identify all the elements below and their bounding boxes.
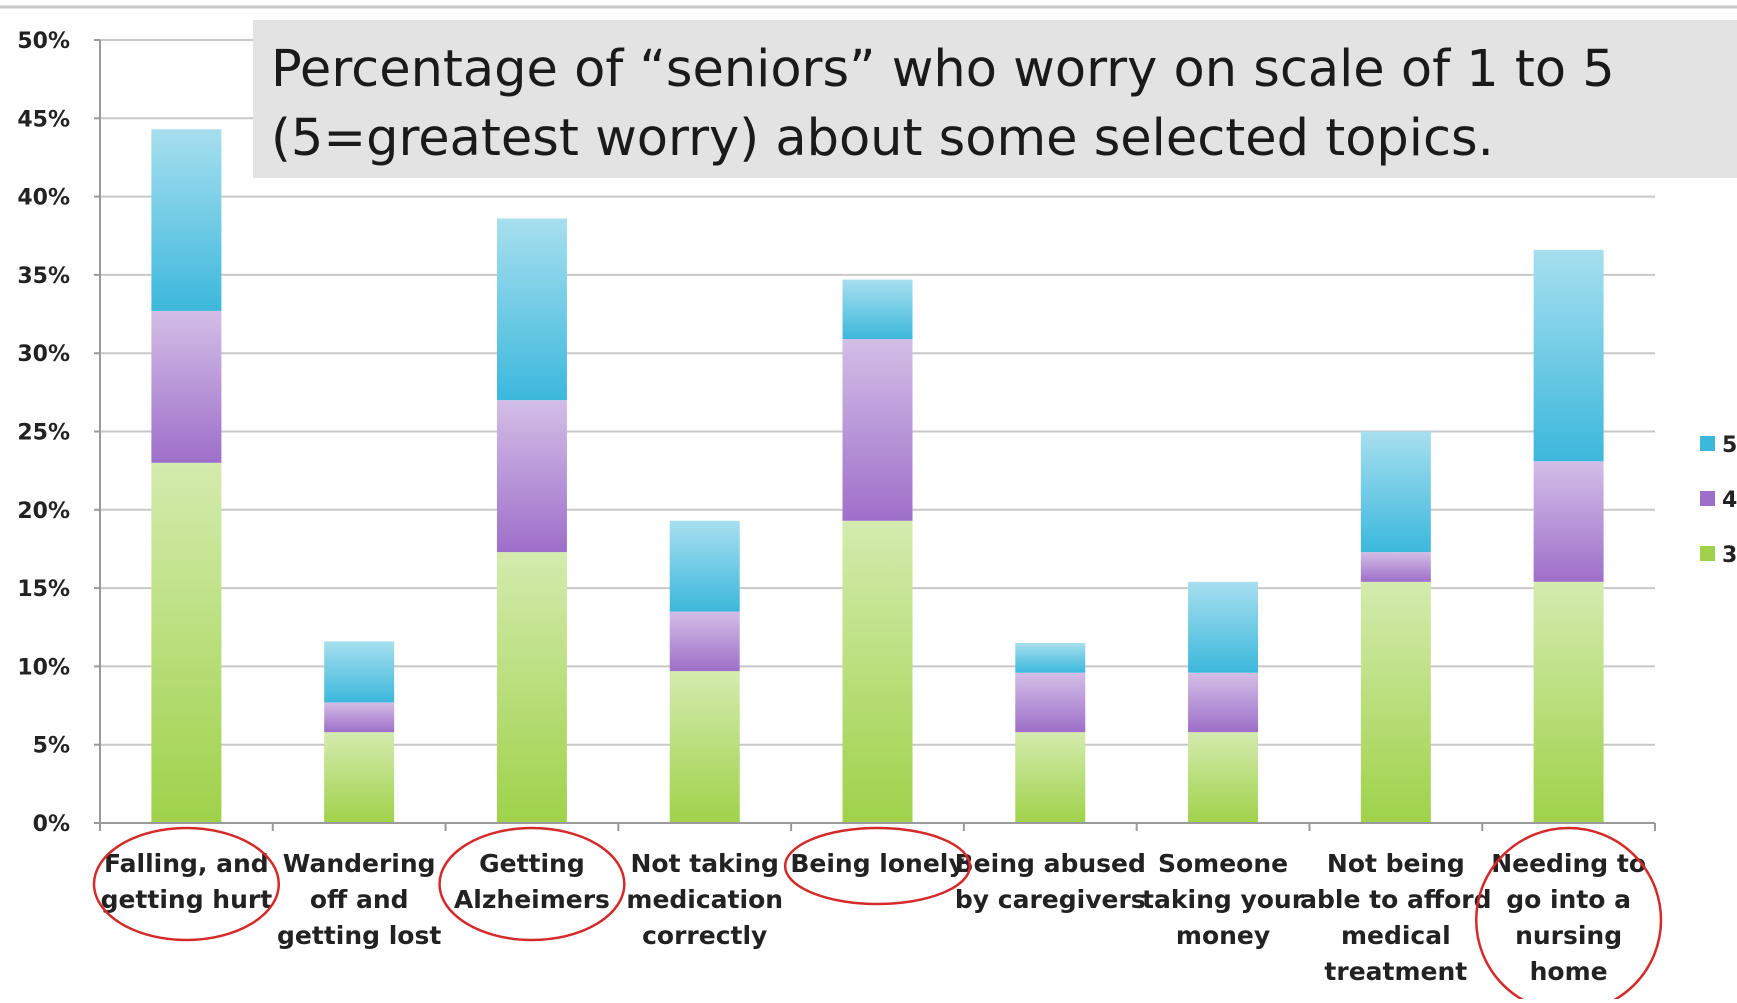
x-tick-label: getting lost xyxy=(277,921,441,950)
bar-segment-4 xyxy=(324,702,395,733)
bar-segment-4 xyxy=(1188,672,1259,733)
bar-segment-3 xyxy=(669,671,740,823)
bar-segment-5 xyxy=(151,129,222,311)
bar-segment-5 xyxy=(1533,249,1604,462)
x-tick-label: treatment xyxy=(1324,957,1467,986)
legend-swatch-3 xyxy=(1700,546,1715,561)
bar-segment-3 xyxy=(1360,581,1431,823)
y-tick-label: 45% xyxy=(17,107,70,132)
bar-segment-3 xyxy=(151,462,222,823)
bar-segment-4 xyxy=(842,339,913,521)
x-tick-label: Falling, and xyxy=(104,849,269,878)
axes xyxy=(94,39,1656,831)
y-tick-label: 0% xyxy=(33,812,70,837)
x-tick-label: off and xyxy=(310,885,409,914)
y-tick-label: 5% xyxy=(33,734,70,759)
bar-segment-3 xyxy=(324,732,395,823)
y-tick-label: 35% xyxy=(17,264,70,289)
bar-segment-3 xyxy=(1188,732,1259,823)
bar-segment-5 xyxy=(1360,431,1431,553)
x-tick-label: Being abused xyxy=(955,849,1146,878)
title-background xyxy=(253,20,1737,178)
bar-segment-3 xyxy=(1533,581,1604,823)
y-tick-label: 20% xyxy=(17,499,70,524)
x-tick-label: go into a xyxy=(1506,885,1631,914)
bar-segment-5 xyxy=(1188,581,1259,673)
bar-segment-3 xyxy=(1015,732,1086,823)
legend: 5 4 3 xyxy=(1700,433,1737,568)
x-tick-label: Wandering xyxy=(283,849,436,878)
x-tick-label: medication xyxy=(626,885,783,914)
annotation-circles xyxy=(92,826,1663,1003)
x-tick-label: home xyxy=(1530,957,1608,986)
title-box: Percentage of “seniors” who worry on sca… xyxy=(253,20,1737,178)
bar-segment-3 xyxy=(496,552,567,823)
x-tick-label: Being lonely xyxy=(790,849,964,878)
x-tick-label: getting hurt xyxy=(101,885,273,914)
x-tick-label: money xyxy=(1176,921,1270,950)
annotation-circle xyxy=(783,826,972,906)
y-tick-label: 40% xyxy=(17,186,70,211)
legend-label: 5 xyxy=(1722,433,1737,458)
x-tick-label: able to afford xyxy=(1300,885,1491,914)
bar-segment-4 xyxy=(496,400,567,553)
y-tick-label: 15% xyxy=(17,577,70,602)
legend-label: 3 xyxy=(1722,543,1737,568)
chart-title-line-2: (5=greatest worry) about some selected t… xyxy=(271,109,1494,168)
x-tick-label: taking your xyxy=(1142,885,1305,914)
bar-segment-5 xyxy=(324,641,395,703)
x-tick-label: nursing xyxy=(1515,921,1622,950)
bar-segment-5 xyxy=(669,520,740,612)
x-tick-labels: Falling, and getting hurt Wandering off and… xyxy=(101,849,1646,986)
y-tick-label: 30% xyxy=(17,342,70,367)
legend-label: 4 xyxy=(1722,488,1737,513)
x-tick-label: Someone xyxy=(1158,849,1288,878)
bar-segment-4 xyxy=(669,611,740,672)
bar-segment-3 xyxy=(842,520,913,823)
x-tick-label: correctly xyxy=(642,921,767,950)
legend-swatch-5 xyxy=(1700,436,1715,451)
annotation-circle xyxy=(92,826,281,942)
bar-segment-5 xyxy=(496,218,567,401)
y-tick-labels: 0% 5% 10% 15% 20% 25% 30% 35% 40% 45% 50% xyxy=(17,29,70,837)
bar-segment-4 xyxy=(1533,461,1604,582)
annotation-circle xyxy=(438,826,626,942)
x-tick-label: Not taking xyxy=(630,849,778,878)
x-tick-label: Not being xyxy=(1327,849,1465,878)
x-tick-label: Alzheimers xyxy=(454,885,610,914)
x-tick-label: Getting xyxy=(479,849,585,878)
y-tick-label: 50% xyxy=(17,29,70,54)
y-tick-label: 25% xyxy=(17,421,70,446)
annotation-circle xyxy=(1474,826,1663,1003)
x-tick-label: medical xyxy=(1341,921,1451,950)
y-tick-label: 10% xyxy=(17,655,70,680)
bar-segment-5 xyxy=(1015,642,1086,673)
bar-segment-4 xyxy=(1360,552,1431,582)
x-tick-label: by caregivers xyxy=(955,885,1146,914)
bar-segment-4 xyxy=(1015,672,1086,733)
x-tick-label: Needing to xyxy=(1491,849,1646,878)
bar-segment-5 xyxy=(842,279,913,340)
legend-swatch-4 xyxy=(1700,491,1715,506)
bar-segment-4 xyxy=(151,310,222,463)
chart-title-line-1: Percentage of “seniors” who worry on sca… xyxy=(271,40,1615,99)
bars xyxy=(151,129,1604,823)
